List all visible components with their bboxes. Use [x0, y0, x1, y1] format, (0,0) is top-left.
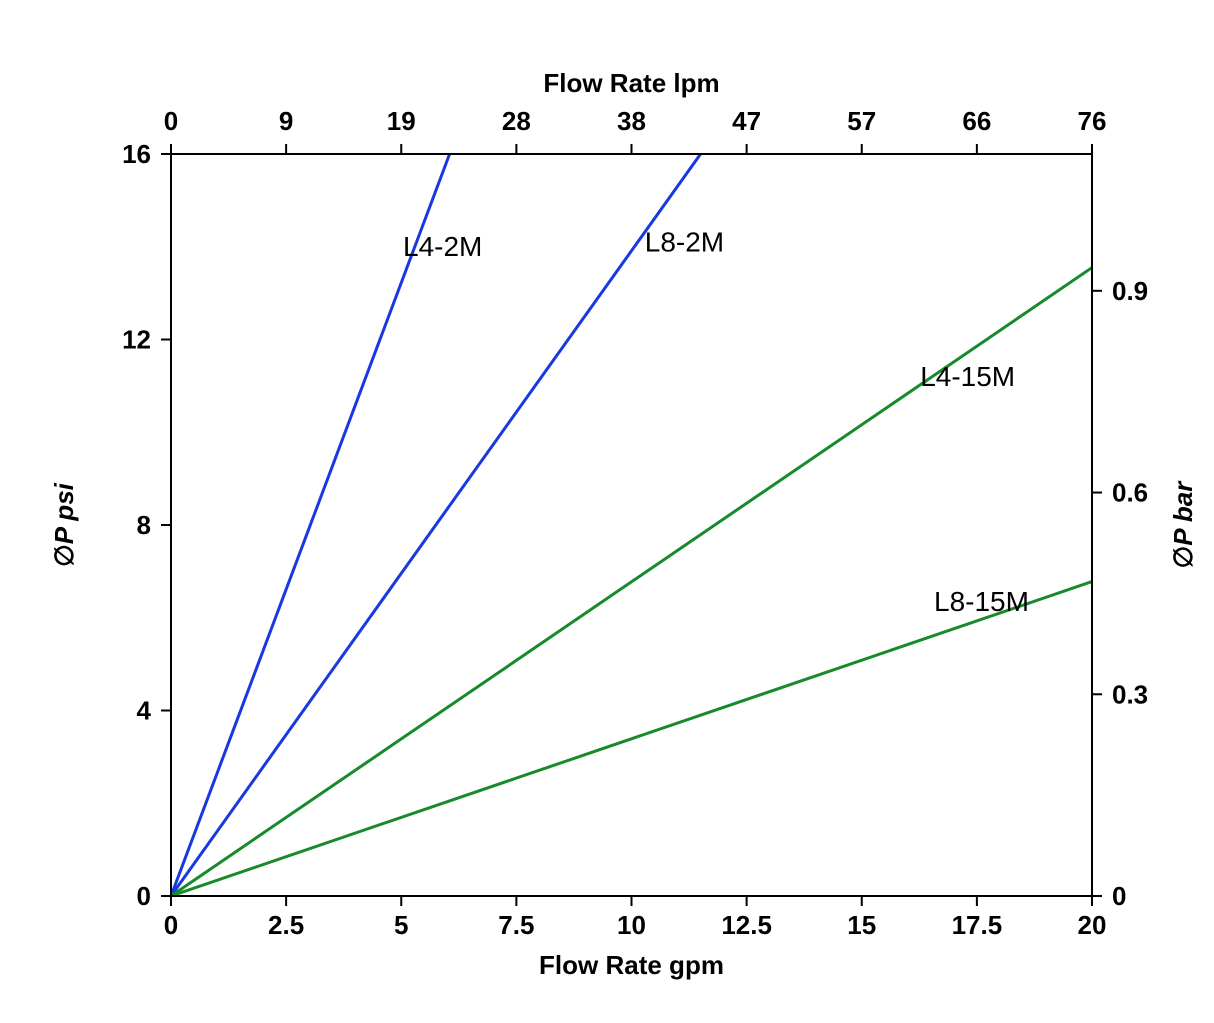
x-bottom-tick-label: 17.5 — [952, 910, 1003, 940]
x-bottom-tick-label: 2.5 — [268, 910, 304, 940]
x-top-tick-label: 47 — [732, 106, 761, 136]
x-top-tick-label: 0 — [164, 106, 178, 136]
x-top-tick-label: 28 — [502, 106, 531, 136]
x-top-tick-label: 9 — [279, 106, 293, 136]
y-left-title: ∅P psi — [49, 482, 79, 567]
series-label-L4-2M: L4-2M — [403, 231, 482, 262]
y-left-tick-label: 8 — [137, 510, 151, 540]
y-right-title: ∅P bar — [1168, 480, 1198, 569]
x-top-tick-label: 66 — [962, 106, 991, 136]
y-right-tick-label: 0.6 — [1112, 478, 1148, 508]
y-right-tick-label: 0.9 — [1112, 276, 1148, 306]
x-bottom-tick-label: 10 — [617, 910, 646, 940]
y-left-tick-label: 0 — [137, 881, 151, 911]
y-left-tick-label: 16 — [122, 139, 151, 169]
series-label-L8-2M: L8-2M — [645, 226, 724, 257]
series-label-L8-15M: L8-15M — [934, 586, 1029, 617]
x-bottom-tick-label: 12.5 — [721, 910, 772, 940]
series-label-L4-15M: L4-15M — [920, 361, 1015, 392]
chart-svg: 02.557.51012.51517.520091928384757667604… — [0, 0, 1214, 1018]
x-bottom-title: Flow Rate gpm — [539, 950, 724, 980]
x-top-tick-label: 19 — [387, 106, 416, 136]
x-top-tick-label: 76 — [1078, 106, 1107, 136]
x-bottom-tick-label: 15 — [847, 910, 876, 940]
x-bottom-tick-label: 0 — [164, 910, 178, 940]
y-left-tick-label: 12 — [122, 325, 151, 355]
x-top-tick-label: 57 — [847, 106, 876, 136]
x-top-title: Flow Rate lpm — [543, 68, 719, 98]
x-bottom-tick-label: 5 — [394, 910, 408, 940]
y-left-tick-label: 4 — [137, 696, 152, 726]
pressure-flow-chart: 02.557.51012.51517.520091928384757667604… — [0, 0, 1214, 1018]
x-bottom-tick-label: 20 — [1078, 910, 1107, 940]
y-right-tick-label: 0.3 — [1112, 679, 1148, 709]
y-right-tick-label: 0 — [1112, 881, 1126, 911]
x-top-tick-label: 38 — [617, 106, 646, 136]
x-bottom-tick-label: 7.5 — [498, 910, 534, 940]
